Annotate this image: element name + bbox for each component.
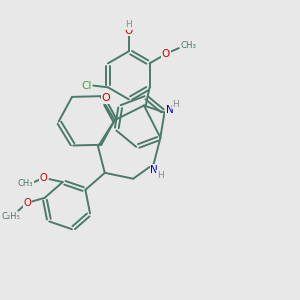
Text: H: H (157, 171, 164, 180)
Text: C₂H₅: C₂H₅ (2, 212, 21, 221)
Text: O: O (102, 93, 110, 103)
Text: Cl: Cl (81, 81, 92, 91)
Text: O: O (40, 173, 47, 183)
Text: H: H (172, 100, 179, 109)
Text: N: N (166, 105, 174, 115)
Text: H: H (125, 20, 132, 29)
Text: O: O (162, 49, 170, 59)
Text: N: N (150, 165, 158, 175)
Text: CH₃: CH₃ (181, 41, 196, 50)
Text: O: O (23, 198, 31, 208)
Text: CH₃: CH₃ (18, 179, 33, 188)
Text: O: O (125, 26, 133, 36)
